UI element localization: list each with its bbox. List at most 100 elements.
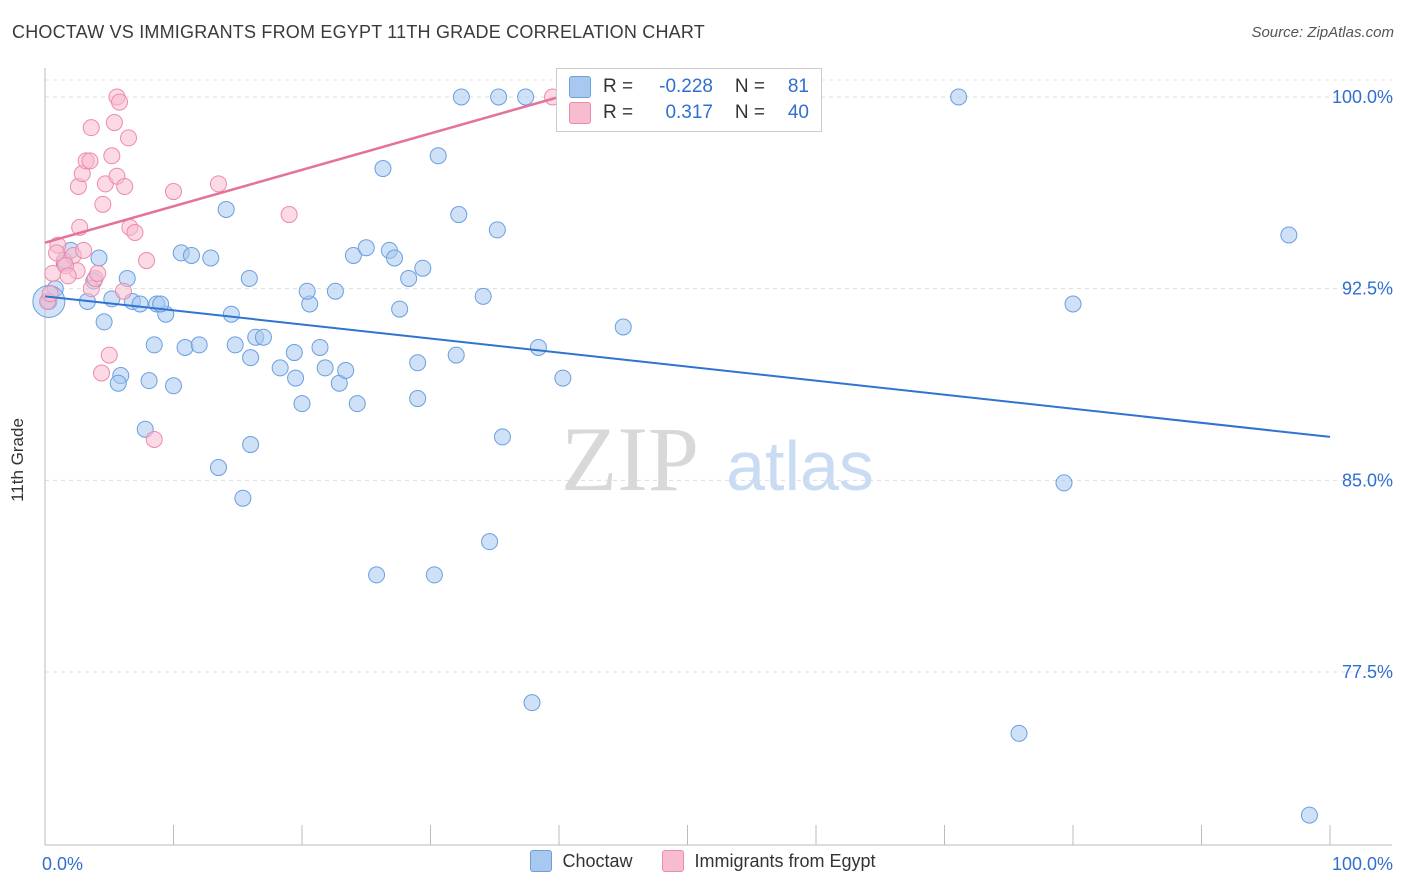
choctaw-point	[348, 395, 366, 413]
egypt-point	[48, 244, 66, 262]
choctaw-point	[429, 147, 447, 165]
choctaw-point	[368, 566, 386, 584]
egypt-point	[145, 430, 163, 448]
choctaw-point	[271, 359, 289, 377]
choctaw-point	[131, 295, 149, 313]
choctaw-point	[391, 300, 409, 318]
legend-label-choctaw: Choctaw	[562, 850, 633, 871]
choctaw-point	[316, 359, 334, 377]
choctaw-point	[450, 206, 468, 224]
choctaw-point	[140, 372, 158, 390]
y-tick-label: 85.0%	[1342, 470, 1393, 490]
choctaw-point	[145, 336, 163, 354]
egypt-point	[105, 114, 123, 132]
choctaw-point	[222, 305, 240, 323]
choctaw-point	[481, 533, 499, 551]
y-tick-label: 100.0%	[1332, 87, 1393, 107]
n-label: N =	[734, 102, 765, 123]
choctaw-point	[202, 249, 220, 267]
choctaw-point	[517, 88, 535, 106]
choctaw-point	[409, 390, 427, 408]
choctaw-point	[209, 459, 227, 477]
egypt-point	[126, 223, 144, 241]
legend-item-egypt[interactable]: Immigrants from Egypt	[662, 850, 876, 872]
choctaw-point	[234, 489, 252, 507]
choctaw-point	[226, 336, 244, 354]
legend-item-choctaw[interactable]: Choctaw	[530, 850, 632, 872]
egypt-point	[89, 264, 107, 282]
choctaw-point	[242, 349, 260, 367]
choctaw-point	[254, 328, 272, 346]
choctaw-point	[182, 246, 200, 264]
stats-row-egypt: R = 0.317 N = 40	[569, 100, 809, 126]
choctaw-legend-swatch	[530, 850, 553, 872]
choctaw-point	[109, 374, 127, 392]
n-value: 40	[787, 102, 809, 123]
egypt-point	[114, 282, 132, 300]
choctaw-point	[425, 566, 443, 584]
egypt-point	[59, 267, 77, 285]
egypt-point	[41, 285, 59, 303]
choctaw-point	[493, 428, 511, 446]
egypt-point	[100, 346, 118, 364]
choctaw-point	[488, 221, 506, 239]
egypt-point	[138, 252, 156, 270]
choctaw-point	[950, 88, 968, 106]
choctaw-point	[414, 259, 432, 277]
choctaw-point	[298, 282, 316, 300]
choctaw-point	[554, 369, 572, 387]
choctaw-point	[614, 318, 632, 336]
watermark-atlas: atlas	[726, 427, 874, 505]
watermark-zip: ZIP	[561, 408, 699, 510]
egypt-point	[111, 93, 129, 111]
r-label: R =	[603, 102, 634, 123]
choctaw-point	[176, 338, 194, 356]
choctaw-point	[1300, 806, 1318, 824]
egypt-point	[165, 183, 182, 201]
n-label: N =	[734, 76, 765, 97]
source-credit: Source: ZipAtlas.com	[1251, 24, 1394, 41]
egypt-swatch	[569, 102, 591, 124]
choctaw-point	[337, 361, 355, 379]
choctaw-point	[1010, 724, 1028, 742]
choctaw-point	[374, 160, 392, 178]
trend-lines	[44, 95, 1331, 438]
egypt-point	[94, 195, 112, 213]
y-tick-label: 77.5%	[1342, 662, 1393, 682]
gridlines	[45, 79, 1392, 673]
n-value: 81	[787, 76, 809, 97]
choctaw-point	[490, 88, 508, 106]
stats-legend: R = -0.228 N = 81 R = 0.317 N = 40	[556, 68, 822, 132]
egypt-point	[81, 152, 99, 170]
choctaw-point	[287, 369, 305, 387]
egypt-point	[75, 241, 93, 259]
choctaw-point	[242, 436, 260, 454]
chart-title: CHOCTAW VS IMMIGRANTS FROM EGYPT 11TH GR…	[12, 22, 705, 42]
r-value: 0.317	[665, 102, 713, 123]
x-tick-label-min: 0.0%	[42, 854, 83, 874]
choctaw-point	[285, 344, 303, 362]
y-tick-label: 92.5%	[1342, 279, 1393, 299]
choctaw-point	[409, 354, 427, 372]
x-tick-label-max: 100.0%	[1332, 854, 1393, 874]
choctaw-point	[240, 269, 258, 287]
r-label: R =	[603, 76, 634, 97]
tick-labels: 77.5% 85.0% 92.5% 100.0% 0.0% 100.0%	[42, 87, 1393, 874]
choctaw-point	[344, 246, 362, 264]
egypt-point	[209, 175, 227, 193]
choctaw-trend-line	[44, 295, 1331, 438]
egypt-point	[280, 206, 298, 224]
choctaw-point	[326, 282, 344, 300]
choctaw-point	[447, 346, 465, 364]
r-value: -0.228	[659, 76, 713, 97]
choctaw-point	[386, 249, 404, 267]
choctaw-point	[452, 88, 470, 106]
stats-row-choctaw: R = -0.228 N = 81	[569, 74, 809, 100]
legend-label-egypt: Immigrants from Egypt	[694, 850, 876, 871]
choctaw-point	[311, 338, 329, 356]
egypt-trend-line	[44, 95, 560, 244]
bottom-legend: Choctaw Immigrants from Egypt	[0, 850, 1406, 872]
egypt-point	[82, 119, 100, 137]
choctaw-point	[293, 395, 311, 413]
